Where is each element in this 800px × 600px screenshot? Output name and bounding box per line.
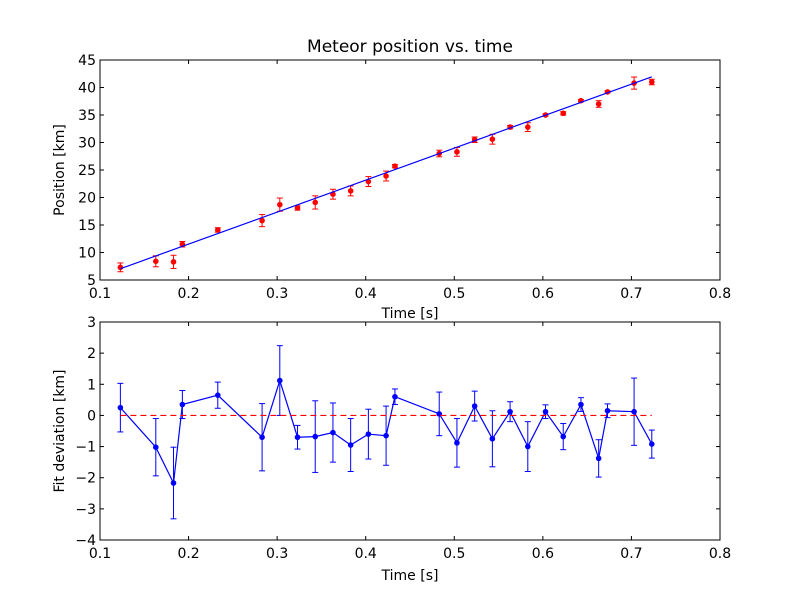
deviation-x-tick-label: 0.2 xyxy=(177,546,199,562)
deviation-x-tick-label: 0.5 xyxy=(443,546,465,562)
deviation-x-tick-label: 0.1 xyxy=(89,546,111,562)
deviation-data-point xyxy=(365,431,372,437)
position-data-point xyxy=(153,258,159,265)
deviation-y-tick-label: −2 xyxy=(75,471,96,487)
position-data-point xyxy=(649,79,655,85)
position-y-tick-label: 20 xyxy=(78,191,96,207)
position-data-point xyxy=(259,217,265,224)
position-data-point xyxy=(595,101,602,107)
deviation-y-tick-label: −3 xyxy=(75,502,96,518)
deviation-x-tick-label: 0.3 xyxy=(266,546,288,562)
deviation-data-point xyxy=(489,435,496,442)
deviation-data-point xyxy=(215,392,221,398)
deviation-data-point xyxy=(392,393,398,400)
position-x-tick-label: 0.1 xyxy=(89,286,111,302)
position-x-tick-label: 0.5 xyxy=(443,286,465,302)
deviation-data-point xyxy=(454,440,460,446)
deviation-chart-y-axis-label: Fit deviation [km] xyxy=(52,369,68,492)
position-data-point xyxy=(392,163,398,169)
deviation-data-point xyxy=(542,408,549,415)
position-data-point xyxy=(489,136,496,142)
deviation-data-point xyxy=(649,441,655,447)
deviation-data-point xyxy=(631,408,637,415)
position-chart-x-axis-label: Time [s] xyxy=(381,306,439,322)
deviation-data-point xyxy=(117,404,124,411)
deviation-y-tick-label: 3 xyxy=(87,315,96,331)
position-y-tick-label: 40 xyxy=(78,81,96,97)
deviation-chart: 0.1 0.2 0.3 0.4 0.5 0.6 0.7 0.8 −4 −3 −2 −1 0 1 2 3 Tim… xyxy=(52,315,731,584)
deviation-data-point xyxy=(507,408,513,415)
deviation-x-tick-label: 0.4 xyxy=(355,546,377,562)
position-y-tick-label: 30 xyxy=(78,136,96,152)
position-data-point xyxy=(454,149,460,155)
position-data-point xyxy=(294,205,301,211)
position-chart-y-axis-label: Position [km] xyxy=(52,124,68,216)
position-data-point xyxy=(215,227,221,233)
position-x-tick-label: 0.3 xyxy=(266,286,288,302)
deviation-data-point xyxy=(471,403,478,409)
deviation-data-point xyxy=(525,443,531,450)
deviation-chart-x-axis-label: Time [s] xyxy=(381,568,439,584)
position-chart-title: Meteor position vs. time xyxy=(307,37,513,57)
position-data-point xyxy=(560,110,567,117)
deviation-y-tick-label: −4 xyxy=(75,533,96,549)
position-x-tick-label: 0.4 xyxy=(355,286,377,302)
deviation-data-point xyxy=(179,401,186,408)
deviation-data-point xyxy=(294,434,301,441)
position-y-tick-label: 45 xyxy=(78,53,96,69)
deviation-chart-frame xyxy=(99,321,721,541)
position-x-tick-label: 0.6 xyxy=(532,286,554,302)
deviation-y-tick-label: −1 xyxy=(75,440,96,456)
position-x-tick-label: 0.7 xyxy=(620,286,642,302)
deviation-data-point xyxy=(312,433,319,440)
deviation-data-point xyxy=(560,433,567,440)
deviation-y-tick-label: 1 xyxy=(87,377,96,393)
deviation-data-point xyxy=(259,434,265,441)
deviation-data-point xyxy=(330,429,336,436)
deviation-data-point xyxy=(153,444,159,450)
position-data-point xyxy=(347,188,354,194)
deviation-data-point xyxy=(383,432,389,439)
deviation-chart-ticks: 0.1 0.2 0.3 0.4 0.5 0.6 0.7 0.8 −4 −3 −2 −1 0 1 2 3 xyxy=(75,315,731,562)
deviation-chart-plot-area xyxy=(117,345,655,520)
deviation-y-tick-label: 0 xyxy=(87,408,96,424)
position-y-tick-label: 25 xyxy=(78,163,96,179)
position-y-tick-label: 35 xyxy=(78,108,96,124)
deviation-x-tick-label: 0.7 xyxy=(620,546,642,562)
deviation-data-point xyxy=(347,442,354,448)
deviation-data-point xyxy=(595,455,602,462)
position-chart-ticks: 0.1 0.2 0.3 0.4 0.5 0.6 0.7 0.8 5 10 15 20 25 30 35 40 4… xyxy=(78,53,731,302)
deviation-data-point xyxy=(604,407,611,414)
position-data-point xyxy=(117,264,124,271)
position-x-tick-label: 0.8 xyxy=(709,286,731,302)
position-data-point xyxy=(277,201,283,208)
position-data-point xyxy=(525,124,531,130)
position-y-tick-label: 15 xyxy=(78,218,96,234)
position-data-point xyxy=(383,173,389,179)
deviation-x-tick-label: 0.8 xyxy=(709,546,731,562)
deviation-y-tick-label: 2 xyxy=(87,346,96,362)
position-y-tick-label: 5 xyxy=(87,273,96,289)
position-data-point xyxy=(170,259,177,265)
position-chart-plot-area xyxy=(117,76,655,273)
position-chart: Meteor position vs. time 0.1 0.2 0.3 0.4 0.5… xyxy=(52,37,731,322)
position-y-tick-label: 10 xyxy=(78,246,96,262)
deviation-data-point xyxy=(277,377,283,384)
position-x-tick-label: 0.2 xyxy=(177,286,199,302)
position-data-point xyxy=(312,199,319,206)
deviation-data-point xyxy=(170,480,177,486)
deviation-x-tick-label: 0.6 xyxy=(532,546,554,562)
linear-fit-line xyxy=(120,76,653,270)
deviation-data-point xyxy=(578,401,584,408)
